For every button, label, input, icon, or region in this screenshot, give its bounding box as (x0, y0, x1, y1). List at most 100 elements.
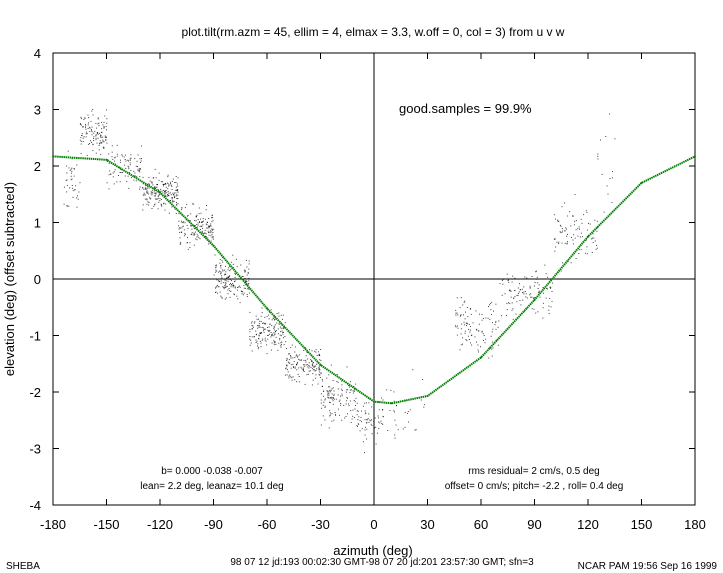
sample-point (193, 228, 195, 230)
sample-point (266, 316, 268, 318)
sample-point (71, 185, 73, 186)
sample-point (287, 371, 289, 373)
sample-point (205, 209, 207, 211)
sample-point (501, 294, 503, 296)
y-tick-label: -4 (29, 498, 41, 513)
sample-point (259, 320, 261, 322)
sample-point (345, 391, 347, 393)
sample-point (593, 237, 595, 239)
sample-point (318, 354, 320, 356)
sample-point (378, 401, 380, 403)
sample-point (178, 225, 180, 227)
sample-point (352, 390, 354, 392)
sample-point (407, 411, 409, 412)
sample-point (368, 413, 370, 415)
sample-point (233, 285, 235, 287)
sample-point (129, 158, 131, 160)
sample-point (557, 220, 559, 222)
sample-point (561, 228, 563, 230)
sample-point (219, 262, 221, 264)
sample-point (288, 353, 289, 355)
sample-point (326, 390, 328, 392)
sample-point (128, 166, 130, 168)
sample-point (530, 296, 532, 298)
sample-point (574, 194, 576, 195)
sample-point (268, 326, 270, 328)
sample-point (301, 359, 303, 361)
sample-point (148, 187, 150, 189)
sample-point (328, 394, 330, 396)
sample-point (207, 237, 209, 239)
sample-point (230, 261, 232, 263)
sample-point (95, 135, 97, 137)
sample-point (312, 365, 313, 367)
sample-point (337, 388, 339, 390)
sample-point (521, 288, 523, 290)
sample-point (571, 236, 572, 238)
sample-point (353, 417, 355, 419)
sample-point (247, 272, 249, 274)
sample-point (537, 288, 539, 289)
sample-point (232, 286, 234, 288)
sample-point (309, 370, 311, 372)
sample-point (273, 326, 275, 328)
sample-point (93, 136, 95, 138)
sample-point (586, 253, 588, 255)
sample-point (463, 301, 465, 303)
sample-point (460, 315, 462, 317)
sample-point (597, 158, 599, 160)
sample-point (478, 351, 479, 353)
sample-point (135, 180, 137, 182)
sample-point (420, 399, 422, 401)
sample-point (231, 284, 233, 286)
sample-point (227, 277, 229, 279)
sample-point (341, 380, 343, 382)
sample-point (258, 323, 260, 325)
sample-point (212, 229, 213, 231)
sample-point (316, 354, 318, 356)
sample-point (278, 342, 280, 344)
sample-point (586, 246, 588, 248)
sample-point (390, 389, 392, 391)
sample-point (154, 198, 156, 200)
sample-point (478, 323, 480, 325)
sample-point (377, 432, 378, 434)
sample-point (298, 381, 300, 383)
sample-point (280, 344, 282, 345)
sample-point (258, 326, 260, 328)
sample-point (246, 294, 248, 295)
sample-point (248, 268, 250, 270)
sample-point (93, 138, 95, 139)
sample-point (206, 227, 208, 229)
sample-point (457, 325, 458, 327)
sample-point (220, 271, 222, 273)
sample-point (313, 365, 315, 367)
sample-point (106, 182, 108, 184)
sample-point (273, 327, 275, 329)
x-tick-label: 150 (631, 517, 653, 532)
sample-point (182, 222, 184, 224)
sample-point (320, 349, 322, 350)
sample-point (326, 377, 328, 379)
sample-point (605, 136, 607, 137)
sample-point (546, 288, 548, 289)
sample-point (191, 228, 193, 230)
sample-point (102, 124, 104, 126)
sample-point (249, 292, 251, 294)
sample-point (490, 303, 492, 305)
sample-point (285, 367, 287, 369)
lean-values: lean= 2.2 deg, leanaz= 10.1 deg (140, 481, 283, 492)
sample-point (286, 374, 288, 376)
sample-point (73, 175, 75, 177)
sample-point (112, 172, 114, 174)
sample-point (334, 412, 336, 413)
sample-point (469, 329, 471, 331)
sample-point (106, 129, 107, 131)
sample-point (572, 239, 574, 241)
sample-point (98, 145, 100, 147)
sample-point (208, 231, 210, 233)
sample-point (146, 190, 148, 192)
sample-point (81, 133, 83, 135)
sample-point (155, 192, 157, 194)
sample-point (479, 313, 480, 315)
